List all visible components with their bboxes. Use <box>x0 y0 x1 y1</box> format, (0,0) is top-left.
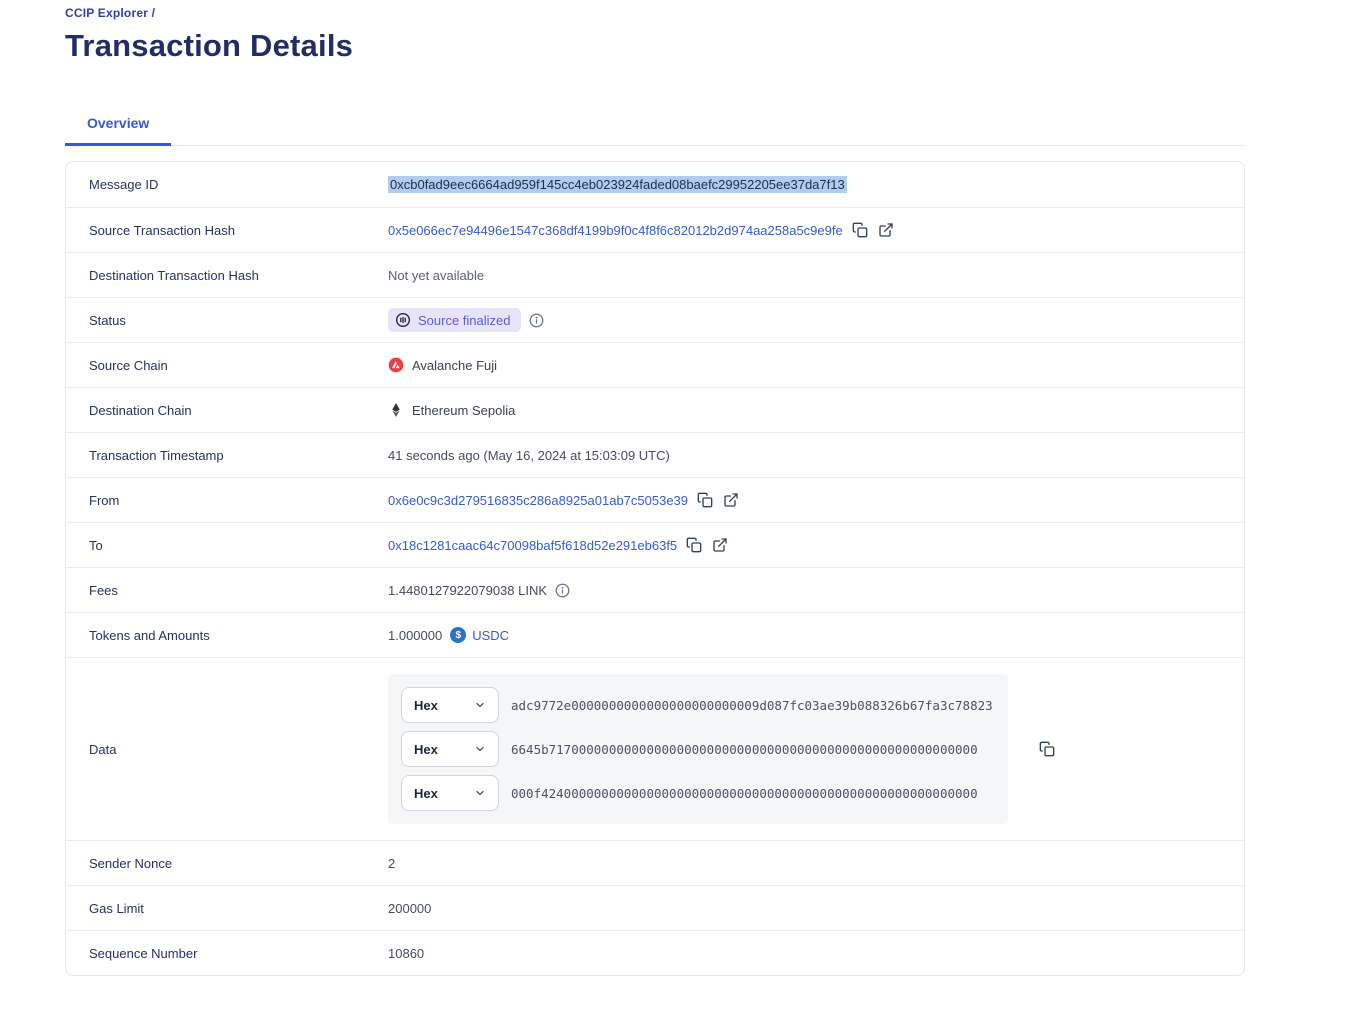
data-hex-value: 000f424000000000000000000000000000000000… <box>511 785 978 801</box>
fees-value: 1.4480127922079038 LINK <box>388 582 548 598</box>
chevron-down-icon <box>476 746 484 752</box>
sequence-number-label: Sequence Number <box>89 945 198 961</box>
table-row-sender-nonce: Sender Nonce 2 <box>66 840 1244 885</box>
info-circle-icon[interactable] <box>555 583 570 598</box>
hex-format-select-value: Hex <box>414 697 438 713</box>
copy-icon[interactable] <box>851 221 869 239</box>
message-id-value: 0xcb0fad9eec6664ad959f145cc4eb023924fade… <box>388 176 847 193</box>
to-label: To <box>89 537 103 553</box>
breadcrumb: CCIP Explorer / <box>65 6 1245 20</box>
hex-format-select[interactable]: Hex <box>401 731 499 767</box>
status-label: Status <box>89 312 126 328</box>
sender-nonce-label: Sender Nonce <box>89 855 173 871</box>
breadcrumb-separator: / <box>151 6 156 20</box>
chevron-down-icon <box>476 702 484 708</box>
copy-icon[interactable] <box>685 536 703 554</box>
table-row-gas-limit: Gas Limit 200000 <box>66 885 1244 930</box>
table-row-dest-tx-hash: Destination Transaction Hash Not yet ava… <box>66 252 1244 297</box>
data-hex-line: Hex adc9772e0000000000000000000000009d08… <box>401 687 995 723</box>
transaction-detail-table: Message ID 0xcb0fad9eec6664ad959f145cc4e… <box>65 161 1245 976</box>
tab-bar: Overview <box>65 104 1245 146</box>
gas-limit-value: 200000 <box>388 900 432 916</box>
usdc-icon: $ <box>450 627 467 643</box>
info-circle-icon[interactable] <box>529 313 544 328</box>
external-link-icon[interactable] <box>722 491 740 509</box>
token-amount: 1.000000 <box>388 627 443 643</box>
data-hex-line: Hex 000f42400000000000000000000000000000… <box>401 775 995 811</box>
table-row-data: Data Hex adc9772e00000000000000000000000… <box>66 657 1244 840</box>
table-row-source-tx-hash: Source Transaction Hash 0x5e066ec7e94496… <box>66 207 1244 252</box>
data-hex-value: adc9772e0000000000000000000000009d087fc0… <box>511 697 993 713</box>
table-row-to: To 0x18c1281caac64c70098baf5f618d52e291e… <box>66 522 1244 567</box>
data-hex-value: 6645b71700000000000000000000000000000000… <box>511 741 978 757</box>
hex-format-select[interactable]: Hex <box>401 775 499 811</box>
table-row-timestamp: Transaction Timestamp 41 seconds ago (Ma… <box>66 432 1244 477</box>
table-row-sequence-number: Sequence Number 10860 <box>66 930 1244 975</box>
status-badge: Source finalized <box>388 308 521 332</box>
dest-tx-hash-label: Destination Transaction Hash <box>89 267 259 283</box>
data-hex-line: Hex 6645b7170000000000000000000000000000… <box>401 731 995 767</box>
transaction-details-page: CCIP Explorer / Transaction Details Over… <box>65 0 1245 976</box>
source-chain-label: Source Chain <box>89 357 168 373</box>
page-title: Transaction Details <box>65 28 354 63</box>
hex-format-select-value: Hex <box>414 785 438 801</box>
table-row-status: Status Source finalized <box>66 297 1244 342</box>
data-hex-box: Hex adc9772e0000000000000000000000009d08… <box>388 674 1008 824</box>
timestamp-value: 41 seconds ago (May 16, 2024 at 15:03:09… <box>388 447 670 463</box>
source-tx-hash-link[interactable]: 0x5e066ec7e94496e1547c368df4199b9f0c4f8f… <box>388 222 843 238</box>
table-row-message-id: Message ID 0xcb0fad9eec6664ad959f145cc4e… <box>66 162 1244 207</box>
table-row-from: From 0x6e0c9c3d279516835c286a8925a01ab7c… <box>66 477 1244 522</box>
sender-nonce-value: 2 <box>388 855 396 871</box>
dest-tx-hash-value: Not yet available <box>388 267 485 283</box>
table-row-source-chain: Source Chain Avalanche Fuji <box>66 342 1244 387</box>
message-id-label: Message ID <box>89 177 159 192</box>
data-label: Data <box>89 741 117 757</box>
from-address-link[interactable]: 0x6e0c9c3d279516835c286a8925a01ab7c5053e… <box>388 492 689 508</box>
table-row-tokens: Tokens and Amounts 1.000000 $ USDC <box>66 612 1244 657</box>
external-link-icon[interactable] <box>711 536 729 554</box>
tab-overview[interactable]: Overview <box>65 104 172 146</box>
breadcrumb-link-ccip-explorer[interactable]: CCIP Explorer <box>65 6 149 20</box>
source-chain-value: Avalanche Fuji <box>412 357 498 373</box>
avalanche-icon <box>388 357 404 373</box>
hex-format-select[interactable]: Hex <box>401 687 499 723</box>
from-label: From <box>89 492 120 508</box>
token-link[interactable]: USDC <box>472 627 510 643</box>
fees-label: Fees <box>89 582 118 598</box>
ethereum-icon <box>388 402 404 418</box>
copy-icon[interactable] <box>696 491 714 509</box>
external-link-icon[interactable] <box>877 221 895 239</box>
table-row-dest-chain: Destination Chain Ethereum Sepolia <box>66 387 1244 432</box>
timestamp-label: Transaction Timestamp <box>89 447 224 463</box>
source-tx-hash-label: Source Transaction Hash <box>89 222 235 238</box>
table-row-fees: Fees 1.4480127922079038 LINK <box>66 567 1244 612</box>
status-badge-text: Source finalized <box>418 312 511 328</box>
tokens-label: Tokens and Amounts <box>89 627 210 643</box>
gas-limit-label: Gas Limit <box>89 900 144 916</box>
to-address-link[interactable]: 0x18c1281caac64c70098baf5f618d52e291eb63… <box>388 537 678 553</box>
progress-bars-circle-icon <box>395 312 411 328</box>
chevron-down-icon <box>476 790 484 796</box>
sequence-number-value: 10860 <box>388 945 425 961</box>
hex-format-select-value: Hex <box>414 741 438 757</box>
dest-chain-label: Destination Chain <box>89 402 192 418</box>
copy-icon[interactable] <box>1038 740 1056 758</box>
dest-chain-value: Ethereum Sepolia <box>412 402 516 418</box>
